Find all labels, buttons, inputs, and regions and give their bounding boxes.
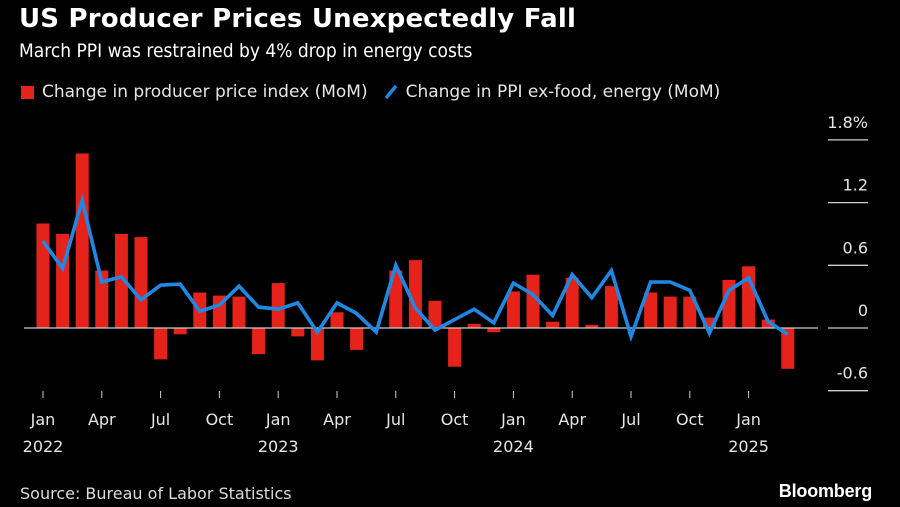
bar-2024-01 <box>506 291 520 328</box>
bar-2022-03 <box>75 153 89 328</box>
x-tick-label: Jan <box>265 410 291 429</box>
chart-title: US Producer Prices Unexpectedly Fall <box>19 4 577 34</box>
bar-2024-11 <box>702 317 716 328</box>
x-tick-label: Jul <box>620 410 640 429</box>
bar-2024-06 <box>604 286 618 328</box>
x-tick-label: Jan <box>500 410 526 429</box>
legend-line-swatch-icon <box>384 84 397 100</box>
x-tick-year-label: 2024 <box>493 437 534 456</box>
bar-2023-10 <box>448 328 462 367</box>
y-tick-label: 1.8% <box>827 113 868 132</box>
bar-2023-02 <box>291 328 305 337</box>
y-tick-label: 0 <box>858 301 868 320</box>
bar-2022-11 <box>232 296 246 328</box>
bar-2023-09 <box>428 300 442 328</box>
legend-bar-label: Change in producer price index (MoM) <box>42 82 368 102</box>
x-tick-label: Oct <box>206 410 234 429</box>
x-tick-label: Apr <box>558 410 586 429</box>
x-tick-label: Jul <box>150 410 170 429</box>
bloomberg-logo: Bloomberg <box>778 481 872 501</box>
bar-2023-11 <box>467 323 481 328</box>
bar-2024-08 <box>644 292 658 328</box>
bar-2024-09 <box>663 296 677 328</box>
legend-line-label: Change in PPI ex-food, energy (MoM) <box>405 82 721 102</box>
line-points <box>42 200 788 337</box>
bar-2022-01 <box>36 223 50 328</box>
y-tick-label: 0.6 <box>843 238 868 257</box>
x-tick-label: Oct <box>676 410 704 429</box>
bar-2022-12 <box>252 328 266 355</box>
bar-2025-03 <box>781 328 795 369</box>
bar-2024-10 <box>683 296 697 328</box>
x-tick-label: Apr <box>88 410 116 429</box>
bar-2023-04 <box>330 312 344 328</box>
x-tick-label: Oct <box>441 410 469 429</box>
bar-2024-03 <box>546 321 560 328</box>
y-tick-label: 1.2 <box>843 176 868 195</box>
legend-bar-swatch-icon <box>21 85 34 99</box>
bar-2022-07 <box>154 328 168 360</box>
y-axis: 1.8% 1.2 0.6 0 -0.6 <box>827 113 868 392</box>
bar-2023-01 <box>271 283 285 328</box>
x-tick-year-label: 2023 <box>258 437 299 456</box>
legend: Change in producer price index (MoM) Cha… <box>21 82 720 102</box>
bar-2022-05 <box>114 233 128 328</box>
x-tick-label: Jan <box>735 410 761 429</box>
bar-2024-04 <box>565 277 579 328</box>
bar-2024-02 <box>526 274 540 328</box>
bar-series <box>36 153 795 369</box>
x-tick-year-label: 2025 <box>728 437 769 456</box>
bar-2024-05 <box>585 324 599 328</box>
x-axis: Jan 2022 Apr Jul Oct Jan 2023 Apr Jul Oct Jan 2024 A… <box>23 391 769 456</box>
chart-subtitle: March PPI was restrained by 4% drop in e… <box>19 40 473 62</box>
source-note: Source: Bureau of Labor Statistics <box>20 484 292 503</box>
bar-2022-06 <box>134 237 148 328</box>
x-tick-year-label: 2022 <box>23 437 64 456</box>
bar-2023-05 <box>350 328 364 350</box>
bar-2022-04 <box>95 270 109 328</box>
x-tick-label: Jan <box>30 410 56 429</box>
bar-2025-01 <box>742 266 756 328</box>
y-tick-label: -0.6 <box>837 364 868 383</box>
bar-2024-12 <box>722 279 736 328</box>
bar-2023-03 <box>310 328 324 361</box>
bar-2023-07 <box>389 270 403 328</box>
x-tick-label: Jul <box>385 410 405 429</box>
x-tick-label: Apr <box>323 410 351 429</box>
bar-2023-12 <box>487 328 501 333</box>
bar-2022-08 <box>173 328 187 335</box>
